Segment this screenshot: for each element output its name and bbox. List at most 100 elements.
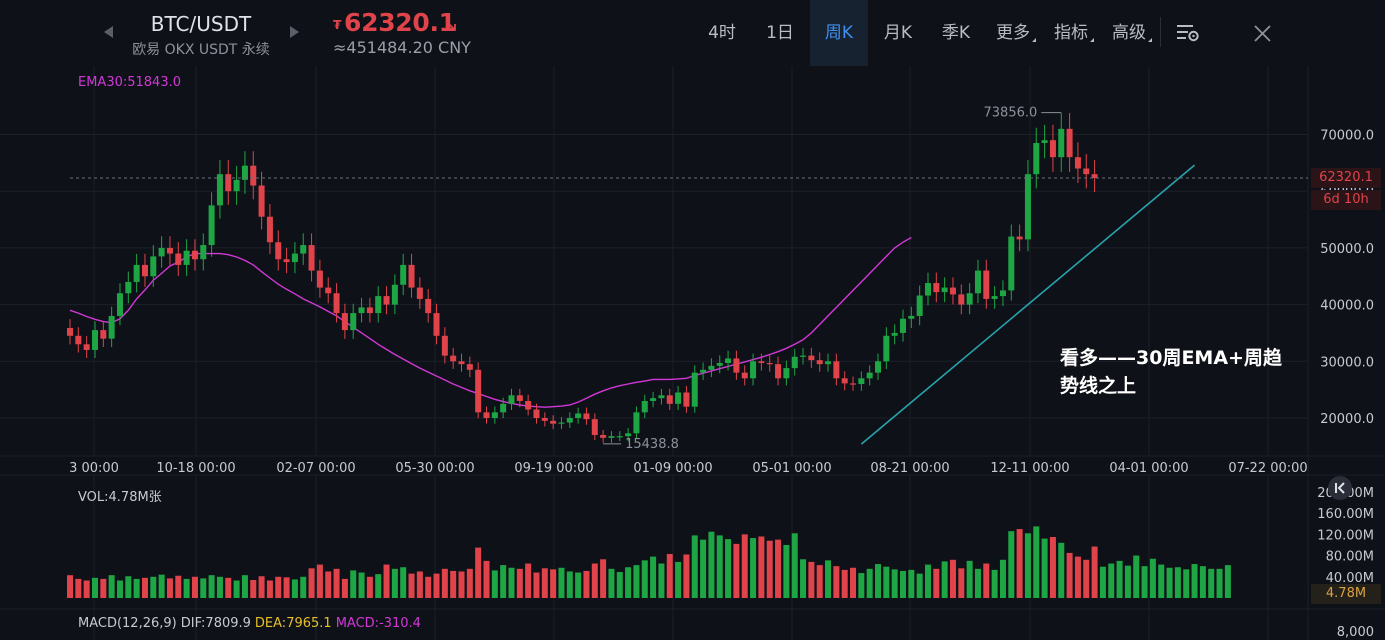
volume-bar: [733, 543, 740, 598]
volume-bar: [1124, 565, 1131, 598]
candle-body: [283, 259, 290, 263]
tab-weekly[interactable]: 周K: [810, 0, 868, 66]
tab-indicators[interactable]: 指标: [1046, 0, 1096, 66]
macd-dea: DEA:7965.1: [254, 616, 332, 631]
volume-bar: [1066, 552, 1073, 598]
tab-advanced[interactable]: 高级: [1104, 0, 1154, 66]
volume-bar: [775, 539, 782, 598]
tab-monthly[interactable]: 月K: [883, 23, 913, 43]
candle-body: [866, 372, 873, 379]
candle-body: [808, 355, 815, 361]
price-axis-tick: 30000.0: [1320, 355, 1374, 370]
candle-body: [383, 296, 390, 305]
candle-body: [558, 422, 565, 424]
tab-more[interactable]: 更多: [988, 0, 1038, 66]
tab-1d[interactable]: 1日: [766, 23, 794, 43]
volume-bar: [791, 533, 798, 598]
candle-body: [833, 361, 840, 379]
volume-bar: [391, 568, 398, 598]
candle-body: [633, 412, 640, 434]
tab-quarterly[interactable]: 季K: [941, 23, 971, 43]
macd-value: MACD:-310.4: [335, 616, 421, 631]
candle-body: [375, 296, 382, 314]
volume-bar: [1116, 560, 1123, 598]
candle-body: [400, 264, 407, 285]
candle-body: [175, 253, 182, 265]
candle-body: [191, 250, 198, 260]
volume-bar: [750, 538, 757, 598]
volume-bar: [858, 573, 865, 598]
candle-body: [450, 355, 457, 362]
volume-bar: [100, 578, 107, 598]
volume-bar: [941, 561, 948, 598]
candle-countdown-tag: 6d 10h: [1311, 190, 1381, 210]
low-marker-label: 15438.8: [625, 437, 679, 452]
volume-bar: [991, 569, 998, 598]
prev-pair-icon[interactable]: [104, 26, 113, 38]
volume-bar: [866, 568, 873, 598]
volume-bar: [924, 564, 931, 598]
annotation-line-2: 势线之上: [1060, 375, 1137, 397]
time-axis-tick: 07-22 00:00: [1228, 461, 1307, 476]
volume-bar: [949, 559, 956, 598]
volume-bar: [758, 536, 765, 598]
candle-body: [216, 174, 223, 206]
candle-body: [166, 247, 173, 254]
volume-bar: [1074, 556, 1081, 598]
candle-body: [650, 398, 657, 401]
volume-bar: [725, 539, 732, 598]
last-price-value: 62320.1: [344, 8, 456, 37]
volume-bar: [591, 563, 598, 598]
candle-body: [483, 412, 490, 418]
volume-bar: [675, 561, 682, 598]
time-axis-tick: 3 00:00: [69, 461, 119, 476]
candle-body: [608, 436, 615, 438]
candle-body: [1041, 140, 1048, 144]
candle-body: [541, 418, 548, 421]
volume-bar: [1208, 568, 1215, 598]
time-axis-tick: 05-30 00:00: [395, 461, 474, 476]
time-axis-tick: 04-01 00:00: [1109, 461, 1188, 476]
volume-bar: [266, 580, 273, 598]
candle-body: [108, 315, 115, 339]
candle-body: [341, 313, 348, 331]
time-axis-tick: 02-07 00:00: [276, 461, 355, 476]
candle-body: [766, 363, 773, 365]
volume-bar: [800, 559, 807, 598]
volume-axis-tick: 80.00M: [1326, 550, 1374, 565]
currency-symbol: ₮: [333, 18, 342, 32]
volume-bar: [91, 577, 98, 598]
ema-label: EMA30:51843.0: [78, 75, 182, 90]
candle-body: [733, 358, 740, 373]
volume-bar: [175, 575, 182, 598]
candle-body: [1074, 157, 1081, 169]
pair-title[interactable]: BTC/USDT: [150, 12, 252, 36]
candle-body: [700, 369, 707, 373]
volume-bar: [133, 578, 140, 598]
volume-bar: [383, 564, 390, 598]
candle-body: [391, 284, 398, 305]
candle-body: [958, 294, 965, 305]
close-icon[interactable]: [1253, 24, 1272, 43]
candle-body: [1091, 174, 1098, 179]
volume-bar: [1158, 564, 1165, 598]
volume-bar: [275, 576, 282, 598]
candle-body: [725, 358, 732, 364]
candle-body: [841, 378, 848, 384]
chart-settings-icon[interactable]: [1176, 23, 1200, 43]
volume-bar: [516, 568, 523, 598]
next-pair-icon[interactable]: [290, 26, 299, 38]
volume-bar: [250, 579, 257, 598]
volume-bar: [625, 567, 632, 598]
tab-4h[interactable]: 4时: [708, 23, 736, 43]
kline-chart[interactable]: 20000.030000.040000.050000.060000.070000…: [0, 66, 1385, 640]
candle-body: [1083, 168, 1090, 175]
volume-bar: [325, 571, 332, 598]
volume-bar: [125, 576, 132, 598]
volume-bar: [200, 578, 207, 598]
collapse-panel-button[interactable]: [1328, 476, 1352, 500]
candle-body: [158, 247, 165, 257]
candle-body: [783, 368, 790, 379]
volume-bar: [808, 561, 815, 598]
price-cny: ≈451484.20 CNY: [333, 38, 471, 57]
